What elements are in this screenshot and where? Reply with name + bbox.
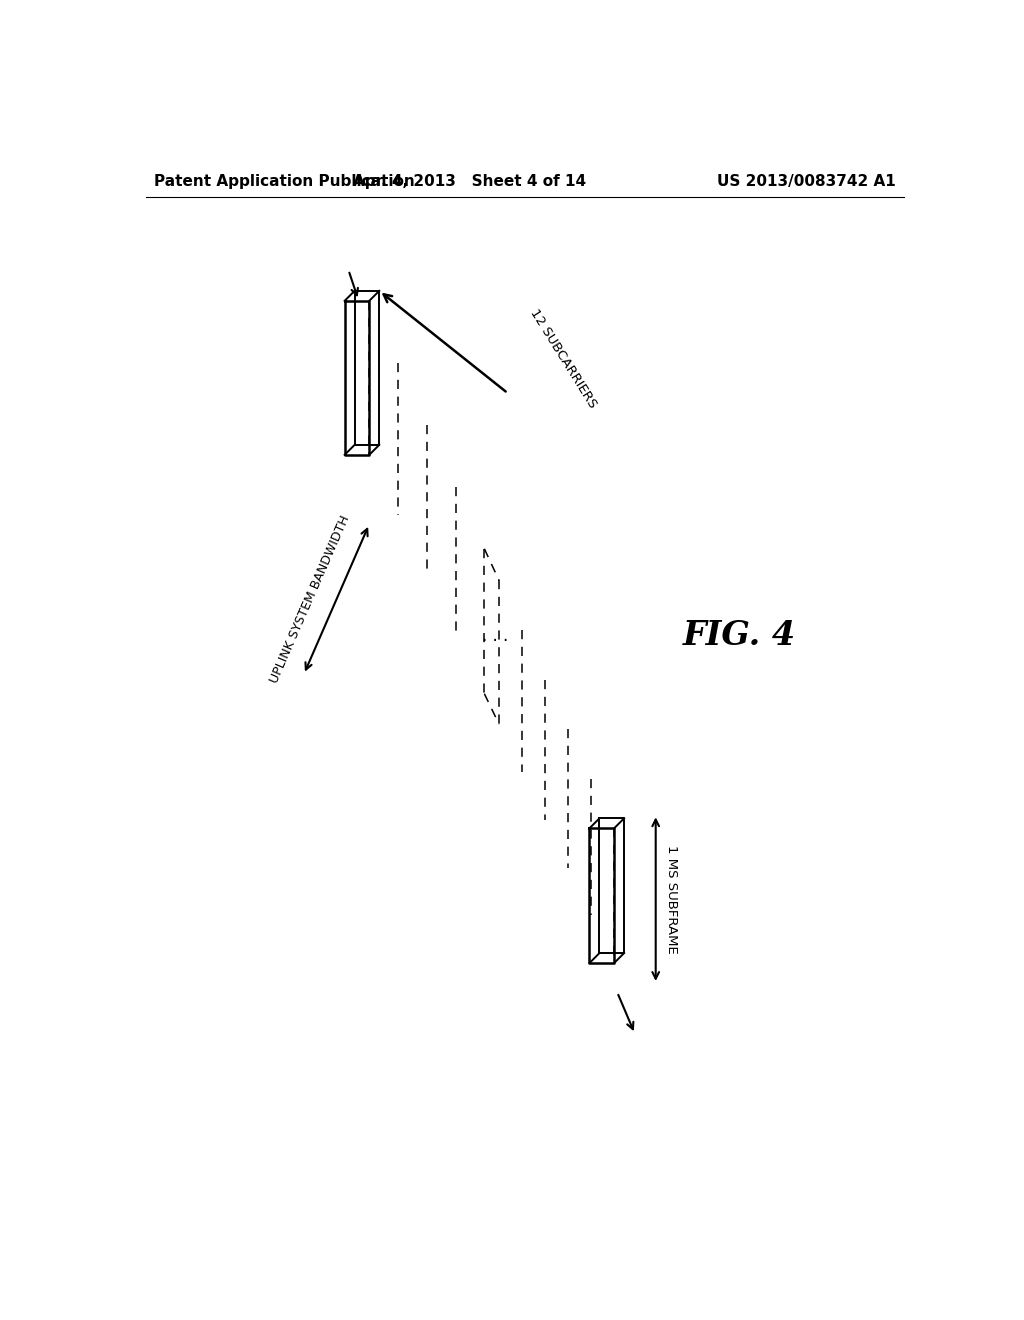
Text: . . .: . . . xyxy=(482,627,509,644)
Text: Apr. 4, 2013   Sheet 4 of 14: Apr. 4, 2013 Sheet 4 of 14 xyxy=(353,174,586,189)
Text: FIG. 4: FIG. 4 xyxy=(682,619,796,652)
Text: US 2013/0083742 A1: US 2013/0083742 A1 xyxy=(717,174,896,189)
Text: Patent Application Publication: Patent Application Publication xyxy=(154,174,415,189)
Text: 1 MS SUBFRAME: 1 MS SUBFRAME xyxy=(665,845,678,953)
Text: UPLINK SYSTEM BANDWIDTH: UPLINK SYSTEM BANDWIDTH xyxy=(267,513,352,685)
Text: 12 SUBCARRIERS: 12 SUBCARRIERS xyxy=(527,306,599,411)
